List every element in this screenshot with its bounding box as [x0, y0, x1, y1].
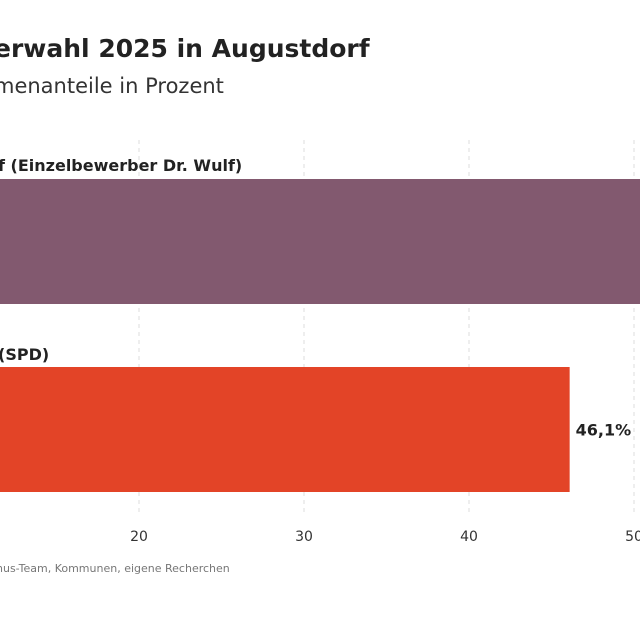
grid-lines — [138, 140, 635, 512]
x-tick-label-20: 20 — [130, 529, 148, 545]
x-tick-label-50: 50 — [625, 529, 640, 545]
bar-labels: f (Einzelbewerber Dr. Wulf) (SPD) 46,1% — [0, 156, 631, 440]
x-tick-label-30: 30 — [295, 529, 313, 545]
bars — [0, 179, 640, 492]
bar-category-label-1: (SPD) — [0, 345, 49, 364]
chart-subtitle: menanteile in Prozent — [0, 74, 224, 98]
bar-1 — [0, 367, 570, 492]
bar-value-label-1: 46,1% — [576, 421, 632, 440]
bar-category-label-0: f (Einzelbewerber Dr. Wulf) — [0, 156, 242, 175]
x-tick-label-40: 40 — [460, 529, 478, 545]
chart-title: erwahl 2025 in Augustdorf — [0, 34, 370, 63]
bar-0 — [0, 179, 640, 304]
source-note: nus-Team, Kommunen, eigene Recherchen — [0, 562, 230, 575]
x-axis-ticks: 20 30 40 50 — [130, 529, 640, 545]
